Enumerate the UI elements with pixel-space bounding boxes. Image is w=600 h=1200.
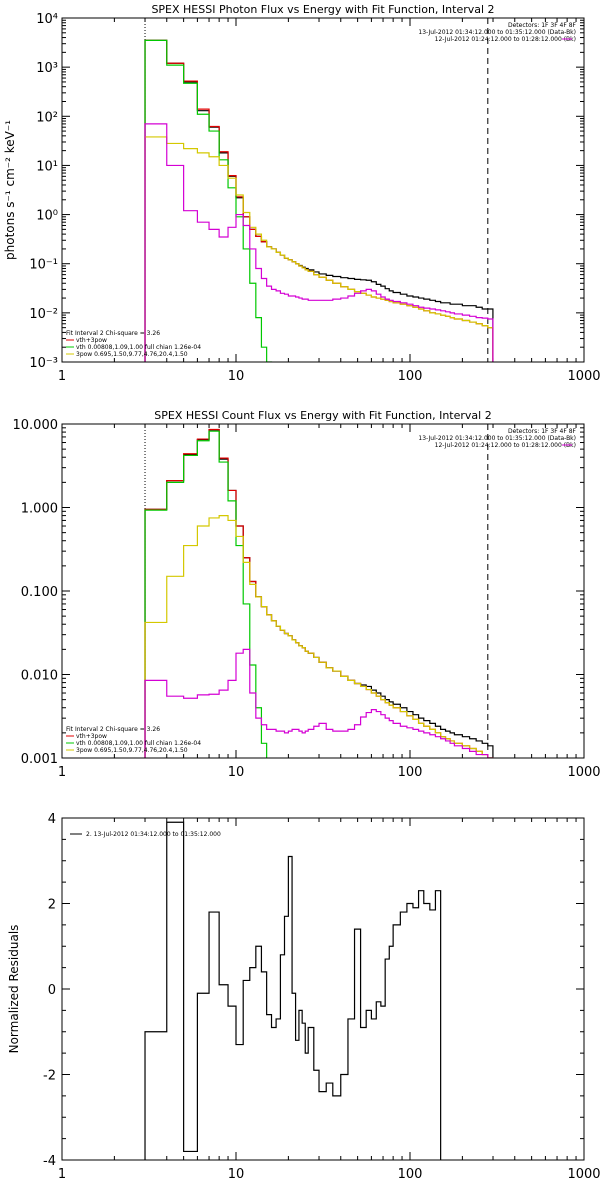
series-line-4 xyxy=(144,136,494,362)
chart-title: SPEX HESSI Count Flux vs Energy with Fit… xyxy=(154,409,491,422)
chart-title: SPEX HESSI Photon Flux vs Energy with Fi… xyxy=(151,3,494,16)
series-line-2 xyxy=(144,428,494,758)
y-tick-label: 4 xyxy=(48,812,56,827)
x-tick-label: 100 xyxy=(398,765,423,780)
series-line-1 xyxy=(144,821,442,1160)
x-tick-label: 1000 xyxy=(567,1167,600,1182)
y-tick-label: 10⁻¹ xyxy=(29,258,58,273)
series-line-5 xyxy=(144,648,494,758)
chart-panel-2: SPEX HESSI Count Flux vs Energy with Fit… xyxy=(13,409,600,780)
series-line-5 xyxy=(144,123,494,362)
legend-bottom-left-entry: vth 0.00808,1.09,1.00 full chian 1.26e-0… xyxy=(76,344,201,351)
legend-top-right-entry: Detectors: 1F 3F 4F 8F xyxy=(508,428,577,435)
series-group xyxy=(144,821,442,1160)
x-tick-label: 1 xyxy=(58,765,66,780)
legend-bottom-left-entry: vth 0.00808,1.09,1.00 full chian 1.26e-0… xyxy=(76,740,201,747)
series-line-3 xyxy=(144,430,268,758)
legend-bottom-left-entry: 3pow 0.695,1.50,9.77,4.76,20.4,1.50 xyxy=(76,351,188,358)
plot-frame xyxy=(61,17,585,363)
x-tick-label: 10 xyxy=(228,1167,245,1182)
y-tick-label: 1.000 xyxy=(21,502,58,517)
legend-bottom-left-entry: vth+3pow xyxy=(76,337,107,344)
y-axis-label: Normalized Residuals xyxy=(7,925,21,1054)
series-group xyxy=(144,39,494,362)
legend-top-right-entry: 12-Jul-2012 01:24:12.000 to 01:28:12.000… xyxy=(435,442,576,449)
x-tick-label: 1 xyxy=(58,1167,66,1182)
x-tick-label: 1 xyxy=(58,369,66,384)
y-tick-label: 10⁻³ xyxy=(29,356,58,371)
x-tick-label: 100 xyxy=(398,1167,423,1182)
y-tick-label: 10² xyxy=(36,110,58,125)
plot-frame xyxy=(61,817,585,1161)
y-tick-label: 10¹ xyxy=(36,159,58,174)
y-tick-label: 2 xyxy=(48,898,56,913)
y-tick-label: 10⁴ xyxy=(36,12,58,27)
plot-frame xyxy=(61,423,585,759)
legend-top-right-entry: Detectors: 1F 3F 4F 8F xyxy=(508,22,577,29)
legend-bottom-left-entry: vth+3pow xyxy=(76,733,107,740)
x-tick-label: 100 xyxy=(398,369,423,384)
series-line-1 xyxy=(144,429,494,758)
y-axis-label: photons s⁻¹ cm⁻² keV⁻¹ xyxy=(3,120,17,260)
x-tick-label: 1000 xyxy=(567,369,600,384)
chart-panel-3: Normalized Residuals 1 10 100 1000 -4 -2 0 2 4 2. … xyxy=(7,812,600,1182)
y-tick-label: -2 xyxy=(43,1069,56,1084)
series-line-4 xyxy=(144,514,494,758)
y-tick-label: 10⁻² xyxy=(29,307,58,322)
legend-bottom-left-entry: Fit Interval 2 Chi-square = 3.26 xyxy=(66,726,160,733)
series-line-3 xyxy=(144,39,273,362)
series-group xyxy=(144,428,494,758)
x-tick-label: 1000 xyxy=(567,765,600,780)
legend-top-right-entry: 13-Jul-2012 01:34:12.000 to 01:35:12.000… xyxy=(418,435,576,442)
legend-bottom-left-entry: Fit Interval 2 Chi-square = 3.26 xyxy=(66,330,160,337)
x-tick-label: 10 xyxy=(228,369,245,384)
y-tick-label: 0.010 xyxy=(21,669,58,684)
y-tick-label: 10.000 xyxy=(13,418,59,433)
y-tick-label: -4 xyxy=(43,1154,56,1169)
legend-top-right-entry: 13-Jul-2012 01:34:12.000 to 01:35:12.000… xyxy=(418,29,576,36)
legend-bottom-left-entry: 3pow 0.695,1.50,9.77,4.76,20.4,1.50 xyxy=(76,747,188,754)
x-tick-label: 10 xyxy=(228,765,245,780)
y-tick-label: 10⁰ xyxy=(36,209,58,224)
legend-top-left-entry: 2. 13-Jul-2012 01:34:12.000 to 01:35:12.… xyxy=(86,831,221,838)
y-tick-label: 0 xyxy=(48,983,56,998)
y-tick-label: 0.100 xyxy=(21,585,58,600)
chart-panel-1: SPEX HESSI Photon Flux vs Energy with Fi… xyxy=(3,3,600,384)
y-tick-label: 10³ xyxy=(36,61,58,76)
y-tick-label: 0.001 xyxy=(21,752,58,767)
legend-top-right-entry: 12-Jul-2012 01:24:12.000 to 01:28:12.000… xyxy=(435,36,576,43)
